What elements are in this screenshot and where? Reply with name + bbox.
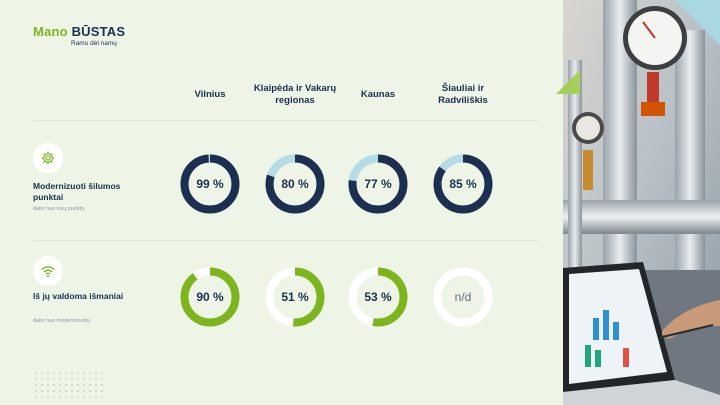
donut-value-arc — [433, 154, 493, 214]
divider-top — [33, 120, 538, 121]
donut-value-arc — [265, 267, 325, 327]
donut-track — [433, 267, 493, 327]
donut-label: 51 % — [281, 290, 309, 304]
row-sublabel-smart: dalis nuo modernizuotų — [33, 318, 90, 324]
donut-label: 77 % — [364, 177, 392, 191]
donut-modernized-kaunas: 77 % — [348, 154, 408, 214]
row-label-modernized: Modernizuoti šilumos punktai — [33, 181, 121, 202]
column-header-vilnius: Vilnius — [194, 89, 226, 100]
donut-value-arc — [348, 154, 408, 214]
donut-modernized-vilnius: 99 % — [180, 154, 240, 214]
donut-smart-vilnius: 90 % — [180, 267, 240, 327]
brand-name: Mano BŪSTAS — [33, 24, 126, 39]
donut-label: n/d — [454, 290, 472, 304]
column-header-klaipeda: Klaipėda ir Vakarų regionas — [253, 83, 337, 106]
donut-label: 99 % — [196, 177, 224, 191]
row-sublabel-modernized: dalis nuo visų punktų — [33, 206, 85, 212]
donut-label: 80 % — [281, 177, 309, 191]
column-header-kaunas: Kaunas — [360, 89, 396, 100]
divider-middle — [33, 240, 538, 241]
gear-icon — [33, 143, 63, 173]
brand-tagline: Ramu dėl namų — [71, 40, 117, 47]
dot-pattern-decoration — [33, 370, 103, 400]
corner-triangle-decoration — [675, 0, 720, 45]
donut-modernized-siauliai: 85 % — [433, 154, 493, 214]
donut-value-arc — [348, 267, 408, 327]
donut-label: 90 % — [196, 290, 224, 304]
column-header-siauliai: Šiauliai ir Radviliškis — [438, 83, 488, 106]
donut-smart-siauliai: n/d — [433, 267, 493, 327]
brand-logo: Mano BŪSTAS Ramu dėl namų — [33, 24, 125, 47]
donut-smart-kaunas: 53 % — [348, 267, 408, 327]
green-triangle-decoration — [556, 70, 580, 94]
donut-value-arc — [180, 267, 240, 327]
donut-label: 85 % — [449, 177, 477, 191]
donut-smart-klaipeda: 51 % — [265, 267, 325, 327]
donut-value-arc — [180, 154, 240, 214]
donut-modernized-klaipeda: 80 % — [265, 154, 325, 214]
donut-value-arc — [265, 154, 325, 214]
row-label-smart: Iš jų valdoma išmaniai — [33, 291, 124, 301]
donut-label: 53 % — [364, 290, 392, 304]
boiler-room-photo — [563, 0, 720, 405]
wifi-icon — [33, 256, 63, 286]
